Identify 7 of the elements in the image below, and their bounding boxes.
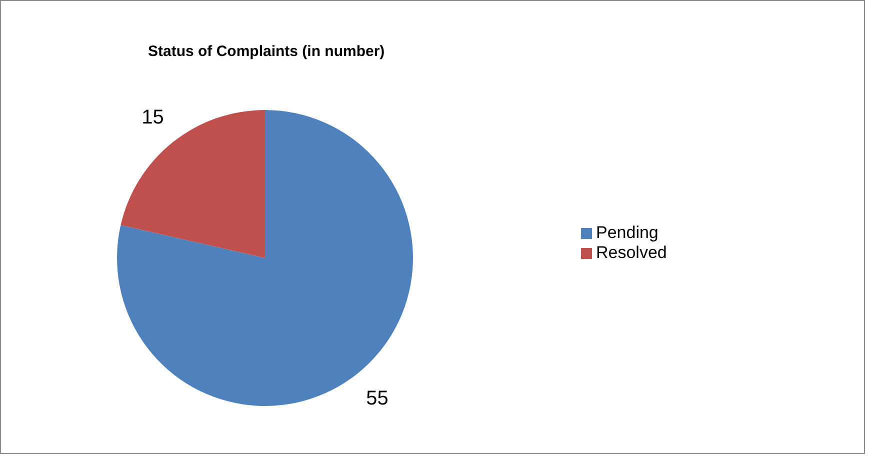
legend-label: Resolved (596, 243, 667, 262)
data-label: 55 (366, 388, 388, 410)
pie-slice (117, 110, 413, 406)
chart-title: Status of Complaints (in number) (148, 43, 385, 60)
data-label: 15 (142, 106, 164, 128)
legend-label: Pending (596, 223, 658, 242)
pie-slice (120, 110, 265, 258)
